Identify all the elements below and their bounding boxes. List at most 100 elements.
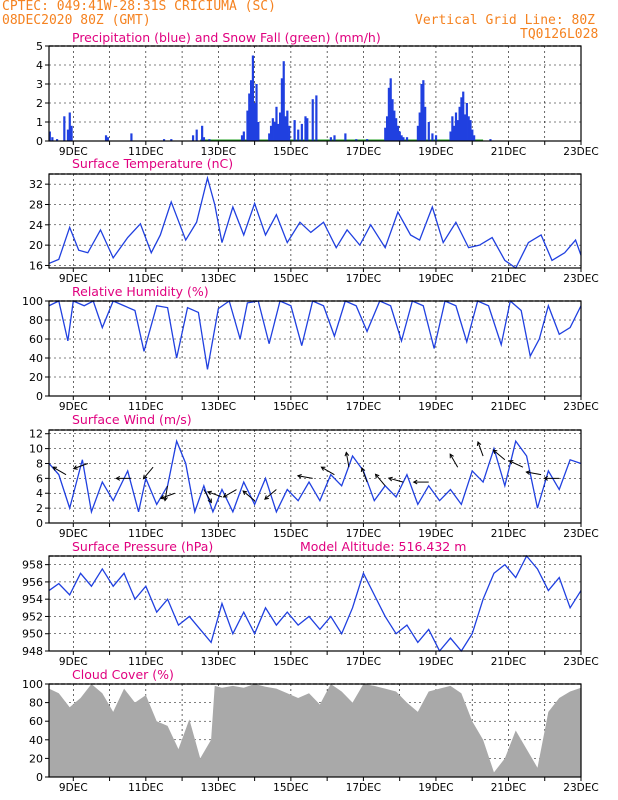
wind-arrow-shaft xyxy=(73,463,88,470)
precip-bar xyxy=(449,131,452,141)
x-tick-label: 13DEC xyxy=(201,273,236,285)
precip-bar xyxy=(473,135,476,141)
y-tick-label: 20 xyxy=(29,371,43,384)
wind-arrow-head xyxy=(296,474,302,479)
wind-arrow-head xyxy=(543,476,548,481)
precip-bar xyxy=(275,106,278,141)
x-tick-label: 11DEC xyxy=(128,528,163,540)
y-tick-label: 10 xyxy=(29,443,43,456)
x-tick-label: 15DEC xyxy=(273,273,308,285)
precip-bar xyxy=(293,120,296,141)
precip-bar xyxy=(273,122,276,141)
y-tick-label: 0 xyxy=(36,135,43,148)
precip-bar xyxy=(395,118,398,141)
panel-frame xyxy=(48,45,582,142)
wind-arrow-head xyxy=(52,466,58,471)
x-tick-label: 19DEC xyxy=(418,146,453,158)
wind-arrow-head xyxy=(508,460,514,465)
precip-bar xyxy=(130,133,133,141)
precip-bar xyxy=(268,133,271,141)
x-tick-label: 9DEC xyxy=(59,656,88,668)
y-tick-label: 80 xyxy=(29,314,43,327)
y-tick-label: 4 xyxy=(36,59,43,72)
precip-bar xyxy=(460,97,463,141)
x-tick-label: 19DEC xyxy=(418,401,453,413)
wind-arrow-shaft xyxy=(264,489,277,500)
wind-arrow-shaft xyxy=(223,489,237,498)
x-tick-label: 15DEC xyxy=(273,401,308,413)
panel-title: Cloud Cover (%) xyxy=(72,667,174,682)
precip-bar xyxy=(385,116,389,141)
x-tick-label: 11DEC xyxy=(128,782,163,794)
wind-arrow-shaft xyxy=(388,477,404,483)
precip-bar xyxy=(453,125,456,141)
precip-bar xyxy=(279,112,282,141)
precip-bar xyxy=(66,129,70,141)
y-tick-label: 948 xyxy=(22,645,43,658)
wind-arrow-shaft xyxy=(160,492,176,499)
precip-bar xyxy=(454,112,458,141)
x-tick-label: 19DEC xyxy=(418,782,453,794)
wind-arrow-head xyxy=(344,451,350,457)
precip-bar xyxy=(465,103,468,141)
wind-arrow-shaft xyxy=(449,453,459,468)
precip-bar xyxy=(63,116,66,141)
series-line xyxy=(48,438,582,515)
x-tick-label: 21DEC xyxy=(491,528,526,540)
panel-title: Relative Humidity (%) xyxy=(72,284,209,299)
precip-bar xyxy=(355,139,358,141)
y-tick-label: 958 xyxy=(22,559,43,572)
precip-bar xyxy=(55,139,59,141)
precip-bar xyxy=(51,137,54,141)
wind-arrow-shaft xyxy=(52,466,67,476)
precip-bar xyxy=(471,129,474,141)
x-tick-label: 13DEC xyxy=(201,782,236,794)
precip-bar xyxy=(396,125,400,141)
precip-bar xyxy=(393,110,396,141)
wind-arrow-head xyxy=(207,498,212,504)
precip-bar xyxy=(451,116,454,141)
x-tick-label: 9DEC xyxy=(59,146,88,158)
precip-bar xyxy=(248,93,251,141)
precip-bar xyxy=(456,120,459,141)
x-tick-label: 9DEC xyxy=(59,401,88,413)
precip-bar xyxy=(398,131,401,141)
x-tick-label: 23DEC xyxy=(563,401,598,413)
x-tick-label: 9DEC xyxy=(59,528,88,540)
y-tick-label: 80 xyxy=(29,697,43,710)
wind-arrow-shaft xyxy=(526,471,542,476)
y-tick-label: 20 xyxy=(29,239,43,252)
y-tick-label: 954 xyxy=(22,593,43,606)
wind-arrow-head xyxy=(360,467,366,473)
precip-bar xyxy=(208,139,211,141)
y-tick-label: 40 xyxy=(29,734,43,747)
panel-title: Surface Pressure (hPa) xyxy=(72,539,213,554)
precip-bar xyxy=(402,137,405,141)
x-tick-label: 23DEC xyxy=(563,528,598,540)
x-tick-label: 17DEC xyxy=(346,273,381,285)
precip-bar xyxy=(162,139,166,141)
x-tick-label: 11DEC xyxy=(128,146,163,158)
x-tick-label: 13DEC xyxy=(201,656,236,668)
wind-arrow-head xyxy=(449,453,454,459)
x-tick-label: 21DEC xyxy=(491,656,526,668)
x-tick-label: 9DEC xyxy=(59,273,88,285)
header-code: TQ0126L028 xyxy=(520,27,599,42)
precip-bar xyxy=(277,123,280,141)
precip-bar xyxy=(202,137,206,141)
panel-title: Precipitation (blue) and Snow Fall (gree… xyxy=(72,30,381,45)
precip-bar xyxy=(384,127,387,141)
precip-bar xyxy=(104,135,108,141)
precip-bar xyxy=(68,112,71,141)
precip-bar xyxy=(106,137,109,141)
y-tick-label: 4 xyxy=(36,487,43,500)
y-tick-label: 32 xyxy=(29,178,43,191)
x-tick-label: 17DEC xyxy=(346,528,381,540)
wind-arrow-head xyxy=(159,495,165,500)
precip-bar xyxy=(311,99,314,141)
x-tick-label: 17DEC xyxy=(346,656,381,668)
wind-arrow-head xyxy=(163,496,168,502)
series-line xyxy=(48,299,582,370)
y-tick-label: 28 xyxy=(29,198,43,211)
precip-bar xyxy=(70,125,73,141)
